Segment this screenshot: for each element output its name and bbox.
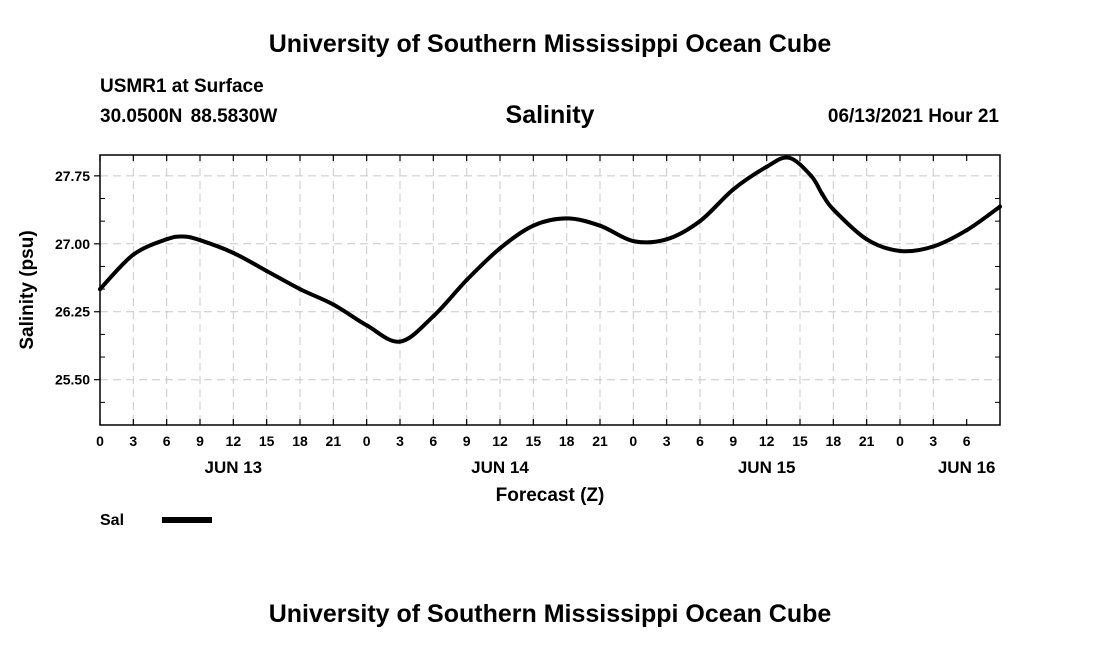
day-label: JUN 13: [205, 458, 263, 477]
x-tick-label: 6: [696, 433, 704, 449]
x-tick-label: 3: [396, 433, 404, 449]
x-tick-label: 12: [759, 433, 775, 449]
data-point: [786, 155, 791, 160]
data-point: [531, 223, 536, 228]
data-point: [198, 238, 202, 243]
chart-grid: [100, 155, 1000, 425]
x-tick-label: 21: [326, 433, 342, 449]
x-tick-label: 15: [526, 433, 542, 449]
data-point: [131, 252, 136, 257]
y-tick-label: 26.25: [55, 304, 90, 320]
x-tick-label: 6: [163, 433, 171, 449]
y-axis-ticks: 25.50 26.25 27.00 27.75: [55, 168, 100, 388]
x-tick-label: 3: [129, 433, 137, 449]
x-tick-label: 3: [663, 433, 671, 449]
x-tick-label: 21: [592, 433, 608, 449]
data-point: [698, 219, 702, 224]
data-point: [598, 223, 602, 228]
footer-title: University of Southern Mississippi Ocean…: [268, 600, 832, 628]
x-tick-label: 12: [226, 433, 242, 449]
x-tick-label: 0: [896, 433, 904, 449]
data-point: [664, 237, 669, 242]
data-point: [864, 237, 869, 242]
x-tick-label: 6: [963, 433, 971, 449]
data-point: [164, 237, 169, 242]
day-label: JUN 15: [738, 458, 796, 477]
plot-title: Salinity: [505, 101, 595, 129]
x-tick-label: 15: [259, 433, 275, 449]
day-labels: JUN 13 JUN 14 JUN 15 JUN 16: [205, 458, 996, 477]
data-point: [464, 278, 469, 283]
x-tick-label: 21: [859, 433, 875, 449]
series-layer: [98, 155, 1002, 344]
data-point: [331, 302, 336, 307]
x-tick-label: 0: [96, 433, 104, 449]
data-point: [231, 250, 236, 255]
x-tick-label: 9: [196, 433, 204, 449]
x-tick-label: 18: [559, 433, 575, 449]
data-point: [364, 323, 369, 328]
data-point: [831, 207, 836, 212]
y-tick-label: 27.00: [55, 236, 90, 252]
data-point: [264, 268, 269, 273]
data-point: [181, 234, 186, 239]
data-point: [731, 187, 736, 192]
plot-frame: [99, 154, 1001, 426]
data-point: [964, 228, 969, 233]
data-point: [764, 164, 769, 169]
x-tick-label: 18: [292, 433, 308, 449]
station-coordinates: 30.0500N 88.5830W: [100, 106, 278, 127]
x-tick-label: 18: [826, 433, 842, 449]
data-point: [398, 339, 402, 344]
x-tick-label: 9: [463, 433, 471, 449]
data-point: [431, 314, 436, 319]
main-title: University of Southern Mississippi Ocean…: [268, 30, 832, 58]
data-point: [809, 173, 814, 178]
data-point: [631, 239, 636, 244]
data-point: [931, 244, 936, 249]
data-point: [498, 246, 502, 251]
data-point: [298, 287, 302, 292]
x-tick-label: 6: [429, 433, 437, 449]
x-axis-label: Forecast (Z): [496, 485, 605, 506]
y-axis-label: Salinity (psu): [17, 230, 38, 349]
forecast-datetime: 06/13/2021 Hour 21: [827, 106, 999, 127]
x-axis-ticks: 0 3 6 9 12 15 18 21 0 3 6 9 12 15 18 21 0 3 6 9 12 15 18 21 0 3 6: [96, 155, 971, 449]
x-tick-label: 15: [792, 433, 808, 449]
x-tick-label: 0: [363, 433, 371, 449]
x-tick-label: 3: [929, 433, 937, 449]
data-point: [820, 191, 825, 196]
data-point: [564, 216, 569, 221]
data-point: [898, 249, 902, 254]
x-tick-label: 0: [629, 433, 637, 449]
y-minor-ticks: [100, 197, 1000, 403]
x-tick-label: 12: [492, 433, 508, 449]
x-tick-label: 9: [729, 433, 737, 449]
series-line-sal: [98, 155, 1002, 344]
day-label: JUN 14: [471, 458, 529, 477]
legend-label: Sal: [100, 512, 124, 529]
legend: Sal: [100, 512, 212, 529]
day-label: JUN 16: [938, 458, 996, 477]
station-name: USMR1 at Surface: [100, 76, 264, 97]
y-tick-label: 27.75: [55, 168, 90, 184]
y-tick-label: 25.50: [55, 372, 90, 388]
